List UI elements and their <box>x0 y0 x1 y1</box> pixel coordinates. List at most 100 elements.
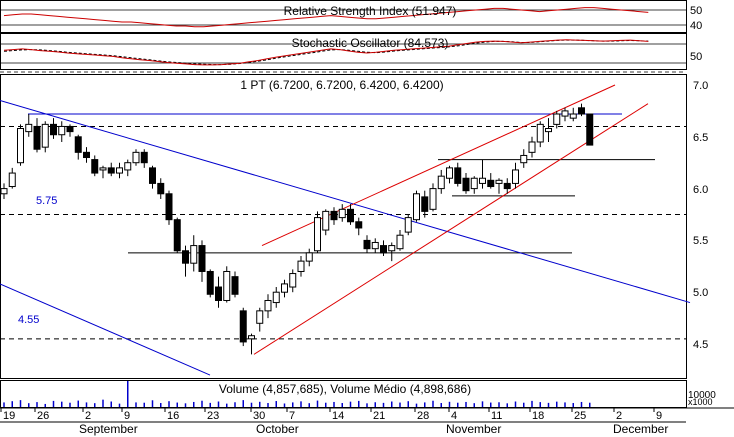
candle-body <box>41 123 49 148</box>
candle-body <box>363 239 371 250</box>
candle <box>297 255 305 277</box>
panel-frame <box>0 0 687 33</box>
candle <box>165 190 173 225</box>
candle-body <box>396 234 404 250</box>
candle-body <box>99 167 107 171</box>
candle <box>33 118 41 153</box>
candle-body <box>536 123 544 143</box>
candle <box>140 149 148 168</box>
candle <box>256 307 264 332</box>
candle <box>8 167 16 189</box>
rsi-panel: Relative Strength Index (51.947) 50 40 <box>0 4 702 32</box>
candle-body <box>404 217 412 233</box>
candle-body <box>437 175 445 190</box>
rsi-line-layer <box>0 7 686 28</box>
candle-body <box>446 167 453 179</box>
candle-body <box>190 245 198 264</box>
candle <box>371 238 379 253</box>
candle-body <box>528 141 536 153</box>
candle <box>536 121 544 148</box>
candle-body <box>149 167 156 184</box>
candle-body <box>140 151 148 164</box>
candle <box>83 147 90 163</box>
candle-body <box>223 270 231 301</box>
candle <box>561 107 569 122</box>
candle-body <box>388 245 396 252</box>
candle <box>50 118 57 139</box>
candle-body <box>429 188 437 210</box>
candle <box>0 183 8 199</box>
candle <box>17 124 24 166</box>
month-label-september: September <box>79 422 138 436</box>
candle-body <box>380 245 387 254</box>
candle-body <box>248 335 255 340</box>
candle-body <box>107 167 115 174</box>
candle-body <box>322 210 330 231</box>
stochastic-d-line <box>3 39 649 66</box>
candle <box>173 217 181 253</box>
candle-body <box>33 125 41 150</box>
candle-body <box>462 177 470 192</box>
candles <box>0 103 594 355</box>
candle <box>25 114 33 137</box>
price-tick-4-5: 4.5 <box>693 339 708 351</box>
candle <box>545 118 552 142</box>
candle <box>149 165 156 189</box>
candle <box>305 248 313 267</box>
candle <box>91 155 99 177</box>
candle <box>569 107 577 122</box>
candle <box>479 159 486 189</box>
candle <box>206 269 214 298</box>
candle-body <box>124 162 132 171</box>
candle-body <box>569 113 577 119</box>
candle-body <box>132 151 140 164</box>
candle-body <box>165 193 173 221</box>
panel-frame <box>0 74 687 379</box>
price-tick-7-0: 7.0 <box>693 80 708 92</box>
candle <box>553 110 561 129</box>
candle <box>322 209 330 236</box>
candle-body <box>0 188 8 195</box>
day-tick-label: 9 <box>656 410 662 422</box>
rsi-tick-40: 40 <box>690 20 702 32</box>
trend-line <box>0 283 211 376</box>
day-tick-label: 4 <box>451 410 457 422</box>
price-tick-6-0: 6.0 <box>693 184 708 196</box>
candle <box>470 176 478 194</box>
candle <box>520 149 528 168</box>
candle-body <box>421 196 429 212</box>
candle <box>190 235 198 272</box>
candle-body <box>297 260 305 272</box>
day-tick-label: 28 <box>417 410 429 422</box>
month-label-november: November <box>446 422 501 436</box>
candle-body <box>231 276 239 295</box>
candle-body <box>264 299 272 312</box>
day-tick-label: 14 <box>332 410 344 422</box>
candle-body <box>454 167 462 184</box>
candle <box>528 136 536 158</box>
candle-body <box>503 182 511 190</box>
level-label-4-55: 4.55 <box>18 314 39 326</box>
candle-body <box>578 107 585 115</box>
candle <box>116 162 123 179</box>
price-panel: 1 PT (6.7200, 6.7200, 6.4200, 6.4200) 7.… <box>0 78 708 376</box>
candle-body <box>281 283 288 293</box>
candle-body <box>305 252 313 262</box>
rsi-tick-50: 50 <box>690 5 702 17</box>
candle <box>58 121 66 142</box>
candle-body <box>355 221 363 229</box>
rsi-series-line <box>3 7 649 28</box>
candle <box>396 230 404 251</box>
candle-body <box>25 123 33 133</box>
candle <box>223 266 231 303</box>
candle <box>347 204 354 225</box>
volume-panel: Volume (4,857,685), Volume Médio (4,898,… <box>3 381 716 407</box>
candle-body <box>256 310 264 324</box>
day-tick-label: 21 <box>373 410 385 422</box>
candle-body <box>479 177 486 184</box>
candle <box>239 307 247 347</box>
rsi-title: Relative Strength Index (51.947) <box>284 4 457 18</box>
candle <box>503 178 511 194</box>
candle <box>487 173 495 189</box>
day-tick-label: 11 <box>491 410 502 422</box>
